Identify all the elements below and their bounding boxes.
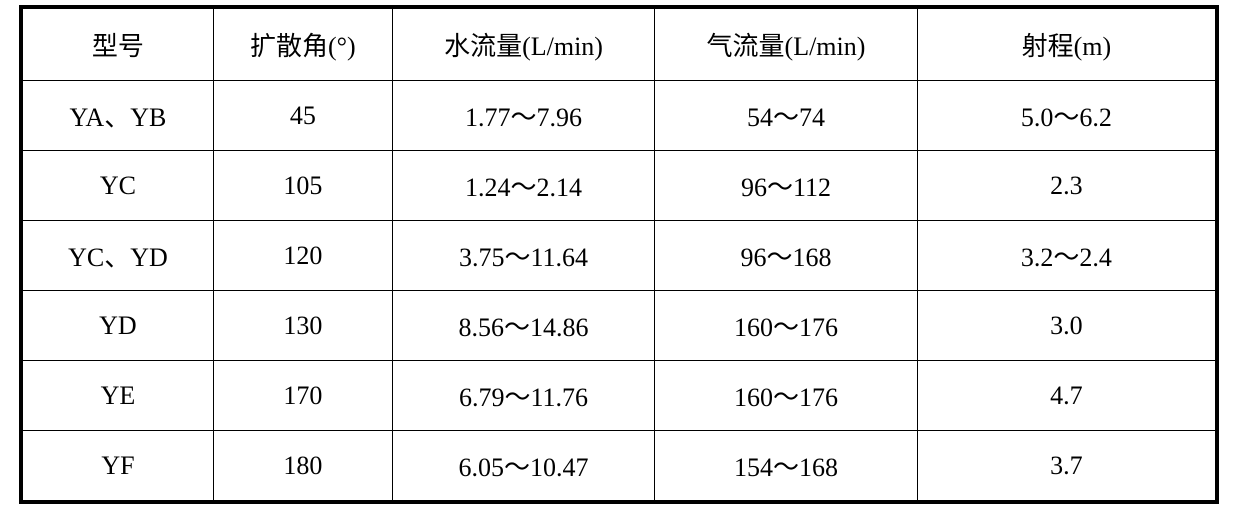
cell-air-flow: 54～74 [655,81,917,151]
table-row: YC 105 1.24～2.14 96～112 2.3 [23,151,1216,221]
cell-air-flow: 160～176 [655,291,917,361]
col-header-model: 型号 [23,9,214,81]
table-row: YE 170 6.79～11.76 160～176 4.7 [23,361,1216,431]
cell-air-flow: 154～168 [655,431,917,501]
cell-angle: 130 [213,291,392,361]
cell-range: 4.7 [917,361,1215,431]
spec-table: 型号 扩散角(°) 水流量(L/min) 气流量(L/min) 射程(m) YA… [22,8,1216,501]
table-row: YA、YB 45 1.77～7.96 54～74 5.0～6.2 [23,81,1216,151]
col-header-range: 射程(m) [917,9,1215,81]
spec-table-container: 型号 扩散角(°) 水流量(L/min) 气流量(L/min) 射程(m) YA… [19,5,1219,504]
cell-angle: 180 [213,431,392,501]
col-header-air-flow: 气流量(L/min) [655,9,917,81]
cell-range: 3.7 [917,431,1215,501]
cell-model: YA、YB [23,81,214,151]
cell-range: 2.3 [917,151,1215,221]
col-header-water-flow: 水流量(L/min) [392,9,654,81]
cell-range: 5.0～6.2 [917,81,1215,151]
cell-air-flow: 96～112 [655,151,917,221]
cell-angle: 105 [213,151,392,221]
cell-model: YE [23,361,214,431]
cell-model: YF [23,431,214,501]
cell-angle: 45 [213,81,392,151]
cell-range: 3.0 [917,291,1215,361]
cell-range: 3.2～2.4 [917,221,1215,291]
cell-angle: 120 [213,221,392,291]
col-header-angle: 扩散角(°) [213,9,392,81]
cell-water-flow: 8.56～14.86 [392,291,654,361]
cell-water-flow: 6.05～10.47 [392,431,654,501]
table-row: YF 180 6.05～10.47 154～168 3.7 [23,431,1216,501]
cell-model: YC [23,151,214,221]
cell-model: YC、YD [23,221,214,291]
table-row: YC、YD 120 3.75～11.64 96～168 3.2～2.4 [23,221,1216,291]
table-header-row: 型号 扩散角(°) 水流量(L/min) 气流量(L/min) 射程(m) [23,9,1216,81]
cell-model: YD [23,291,214,361]
cell-air-flow: 160～176 [655,361,917,431]
cell-air-flow: 96～168 [655,221,917,291]
cell-angle: 170 [213,361,392,431]
cell-water-flow: 1.77～7.96 [392,81,654,151]
cell-water-flow: 3.75～11.64 [392,221,654,291]
cell-water-flow: 1.24～2.14 [392,151,654,221]
table-row: YD 130 8.56～14.86 160～176 3.0 [23,291,1216,361]
cell-water-flow: 6.79～11.76 [392,361,654,431]
